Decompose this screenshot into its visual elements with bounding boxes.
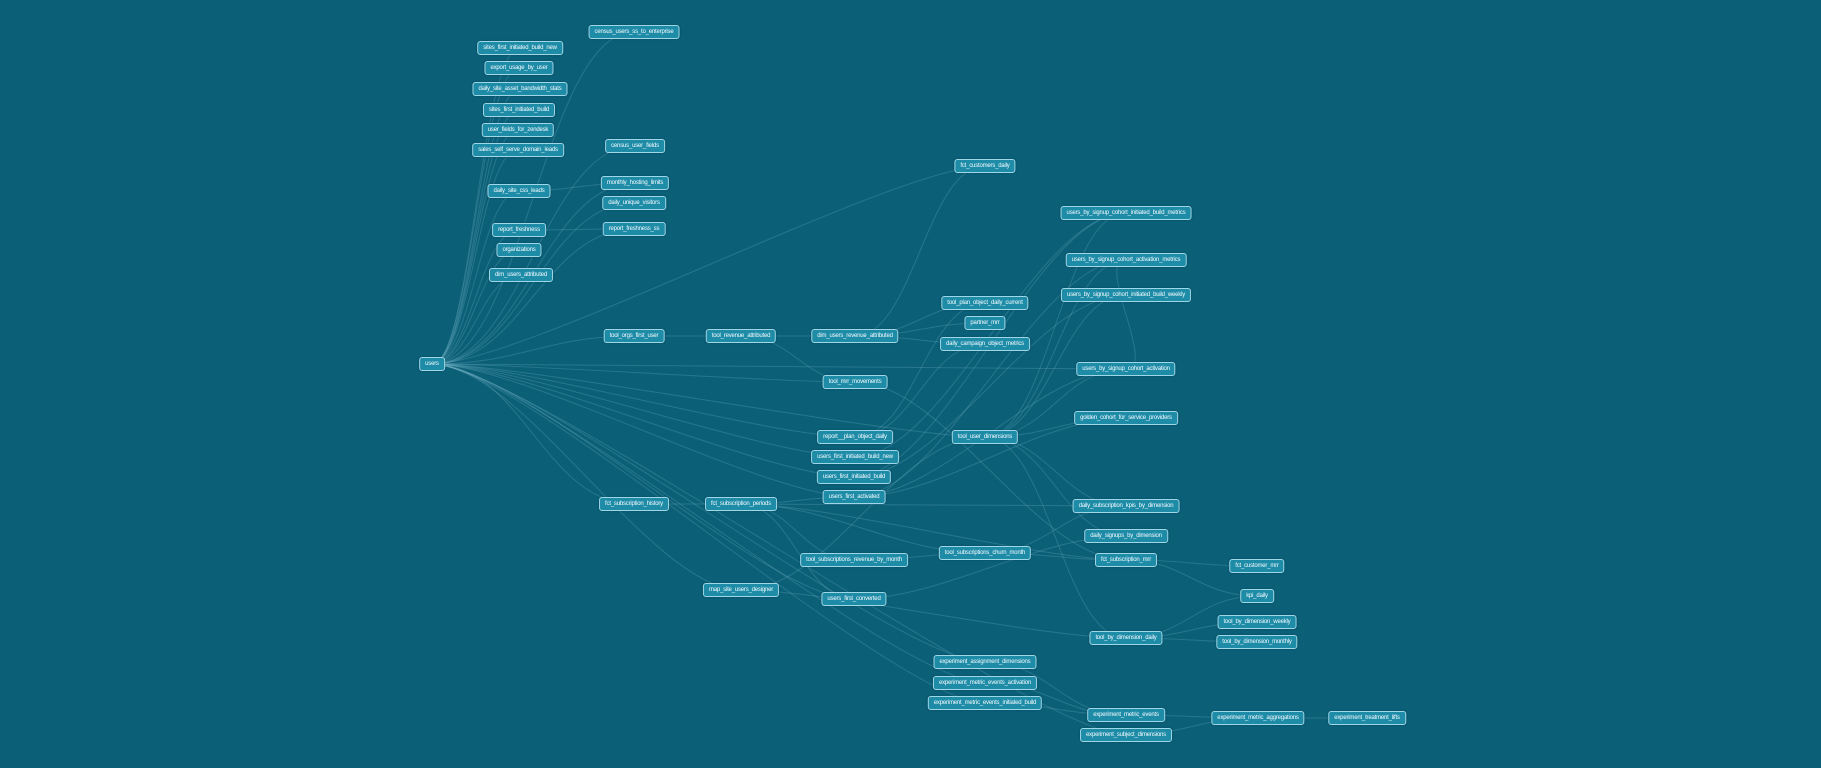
graph-node-experiment_metric_aggregations[interactable]: experiment_metric_aggregations (1211, 711, 1305, 725)
graph-node-experiment_metric_events[interactable]: experiment_metric_events (1087, 708, 1165, 722)
graph-node-fct_customer_mrr[interactable]: fct_customer_mrr (1229, 559, 1285, 573)
graph-node-tool_plan_object_daily_current[interactable]: tool_plan_object_daily_current (941, 296, 1029, 310)
graph-edge (853, 259, 1127, 498)
graph-node-users_by_signup_cohort_initiated_build_weekly[interactable]: users_by_signup_cohort_initiated_build_w… (1060, 288, 1192, 302)
graph-edge (431, 31, 635, 365)
graph-edge (854, 343, 986, 438)
graph-edge (740, 436, 986, 591)
graph-node-partner_mrr[interactable]: partner_mrr (964, 316, 1006, 330)
graph-node-experiment_assignment_dimensions[interactable]: experiment_assignment_dimensions (933, 655, 1037, 669)
graph-edge (984, 368, 1127, 438)
graph-node-daily_signups_by_dimension[interactable]: daily_signups_by_dimension (1084, 529, 1168, 543)
graph-node-dim_users_revenue_attributed[interactable]: dim_users_revenue_attributed (811, 329, 899, 343)
graph-edge (431, 88, 521, 365)
graph-node-users_first_converted[interactable]: users_first_converted (821, 592, 887, 606)
graph-edge (984, 436, 1127, 639)
graph-node-users_first_initiated_build_new[interactable]: users_first_initiated_build_new (811, 450, 899, 464)
graph-node-users_first_initiated_build[interactable]: users_first_initiated_build (816, 470, 892, 484)
graph-node-sales_self_serve_domain_leads[interactable]: sales_self_serve_domain_leads (472, 143, 564, 157)
graph-edge (854, 212, 1127, 458)
graph-edge (853, 294, 1127, 478)
graph-node-monthly_hosting_limits[interactable]: monthly_hosting_limits (600, 176, 670, 190)
graph-edge (854, 165, 986, 337)
graph-edge (431, 363, 855, 600)
graph-node-users[interactable]: users (419, 357, 445, 371)
graph-node-users_by_signup_cohort_activation_metrics[interactable]: users_by_signup_cohort_activation_metric… (1065, 253, 1187, 267)
graph-edge (431, 363, 1127, 736)
graph-edge (431, 363, 856, 383)
graph-node-census_user_fields[interactable]: census_user_fields (605, 139, 665, 153)
graph-edge (431, 363, 986, 663)
graph-node-user_fields_for_zendesk[interactable]: user_fields_for_zendesk (481, 123, 555, 137)
graph-node-experiment_treatment_lifts[interactable]: experiment_treatment_lifts (1328, 711, 1406, 725)
graph-node-tool_subscriptions_revenue_by_month[interactable]: tool_subscriptions_revenue_by_month (800, 553, 908, 567)
graph-node-experiment_metric_events_initiated_build[interactable]: experiment_metric_events_initiated_build (927, 696, 1043, 710)
graph-node-organizations[interactable]: organizations (496, 243, 542, 257)
graph-node-golden_cohort_for_service_providers[interactable]: golden_cohort_for_service_providers (1074, 411, 1178, 425)
graph-node-dim_users_attributed[interactable]: dim_users_attributed (488, 268, 554, 282)
graph-edge (431, 190, 520, 365)
graph-node-sites_first_initiated_build_new[interactable]: sites_first_initiated_build_new (477, 41, 563, 55)
graph-edge (431, 149, 519, 365)
graph-edge (431, 202, 635, 365)
graph-edge (431, 363, 742, 591)
graph-edge (740, 503, 1127, 507)
graph-node-report__plan_object_daily[interactable]: report__plan_object_daily (817, 430, 893, 444)
graph-node-tool_orgs_first_user[interactable]: tool_orgs_first_user (603, 329, 665, 343)
graph-edge (431, 363, 986, 704)
graph-edge (854, 381, 1127, 561)
graph-node-tool_mrr_movements[interactable]: tool_mrr_movements (822, 375, 888, 389)
graph-node-report_freshness[interactable]: report_freshness (492, 223, 546, 237)
graph-edge (984, 212, 1127, 438)
graph-node-experiment_subject_dimensions[interactable]: experiment_subject_dimensions (1080, 728, 1172, 742)
graph-node-census_users_ss_to_enterprise[interactable]: census_users_ss_to_enterprise (588, 25, 680, 39)
graph-node-tool_by_dimension_daily[interactable]: tool_by_dimension_daily (1089, 631, 1163, 645)
graph-edge (740, 503, 1127, 561)
graph-edge (431, 363, 856, 438)
graph-edge (431, 363, 856, 458)
graph-node-tool_by_dimension_weekly[interactable]: tool_by_dimension_weekly (1217, 615, 1297, 629)
graph-node-export_usage_by_user[interactable]: export_usage_by_user (484, 61, 554, 75)
graph-node-users_by_signup_cohort_initiated_build_metrics[interactable]: users_by_signup_cohort_initiated_build_m… (1060, 206, 1192, 220)
graph-edge (431, 363, 986, 684)
graph-node-daily_site_asset_bandwidth_stats[interactable]: daily_site_asset_bandwidth_stats (472, 82, 568, 96)
graph-node-users_first_activated[interactable]: users_first_activated (822, 490, 886, 504)
graph-node-fct_subscription_history[interactable]: fct_subscription_history (599, 497, 669, 511)
graph-node-daily_site_css_leads[interactable]: daily_site_css_leads (487, 184, 551, 198)
graph-node-fct_subscription_periods[interactable]: fct_subscription_periods (705, 497, 777, 511)
graph-node-sites_first_initiated_build[interactable]: sites_first_initiated_build (483, 103, 555, 117)
graph-edge (740, 589, 1127, 639)
graph-edge (984, 436, 1127, 507)
graph-node-users_by_signup_cohort_activation[interactable]: users_by_signup_cohort_activation (1076, 362, 1176, 376)
graph-node-kpi_daily[interactable]: kpi_daily (1240, 589, 1274, 603)
graph-edge (431, 363, 855, 498)
graph-node-fct_customers_daily[interactable]: fct_customers_daily (954, 159, 1016, 173)
graph-edge (984, 259, 1127, 438)
graph-node-report_freshness_ss[interactable]: report_freshness_ss (602, 222, 666, 236)
graph-edge (431, 363, 855, 478)
graph-node-daily_unique_visitors[interactable]: daily_unique_visitors (602, 196, 666, 210)
graph-node-map_site_users_designer[interactable]: map_site_users_designer (702, 583, 780, 597)
graph-node-tool_user_dimensions[interactable]: tool_user_dimensions (951, 430, 1019, 444)
graph-edge (431, 363, 1127, 370)
graph-node-tool_by_dimension_monthly[interactable]: tool_by_dimension_monthly (1216, 635, 1298, 649)
graph-edge (431, 165, 986, 365)
graph-edge (431, 228, 635, 365)
graph-node-fct_subscription_mrr[interactable]: fct_subscription_mrr (1094, 553, 1158, 567)
graph-node-tool_revenue_attributed[interactable]: tool_revenue_attributed (705, 329, 777, 343)
graph-node-experiment_metric_events_activation[interactable]: experiment_metric_events_activation (932, 676, 1038, 690)
graph-node-daily_campaign_object_metrics[interactable]: daily_campaign_object_metrics (940, 337, 1030, 351)
graph-edge (431, 129, 519, 365)
graph-edge (431, 109, 520, 365)
graph-edge (1116, 259, 1136, 370)
graph-node-tool_subscriptions_churn_month[interactable]: tool_subscriptions_churn_month (938, 546, 1032, 560)
graph-node-daily_subscription_kpis_by_dimension[interactable]: daily_subscription_kpis_by_dimension (1072, 499, 1180, 513)
graph-edge (431, 363, 986, 438)
